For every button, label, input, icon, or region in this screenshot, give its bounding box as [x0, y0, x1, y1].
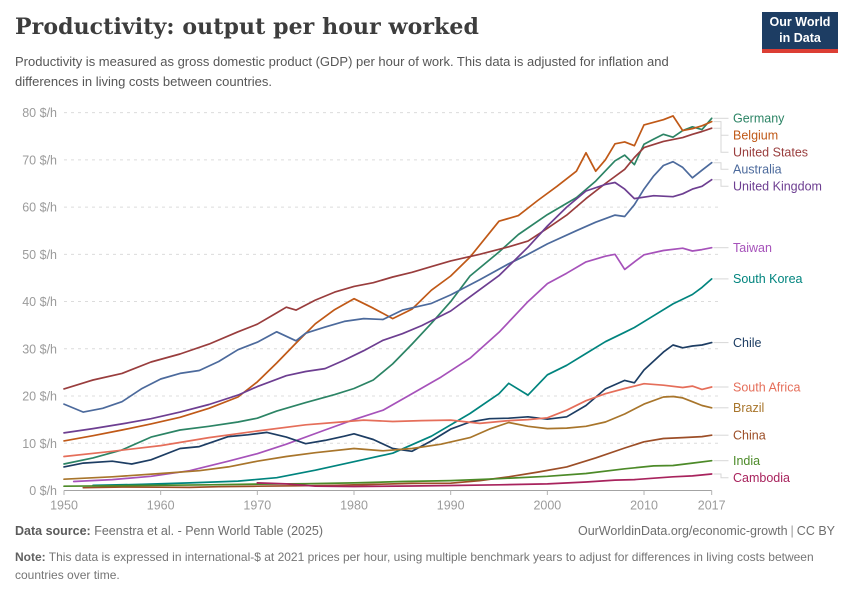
data-source: Data source: Feenstra et al. - Penn Worl…: [15, 524, 323, 538]
x-tick-label-1980: 1980: [340, 499, 368, 513]
series-line-india[interactable]: [63, 459, 713, 488]
legend-label-india[interactable]: India: [733, 454, 760, 468]
series-line-brazil[interactable]: [63, 395, 713, 481]
legend-connector-cambodia: [713, 473, 729, 479]
footnote: Note: This data is expressed in internat…: [15, 548, 837, 584]
footnote-label: Note:: [15, 550, 46, 564]
legend-connector-united-states: [713, 127, 729, 153]
data-source-label: Data source:: [15, 524, 91, 538]
series-line-australia[interactable]: [63, 160, 713, 413]
legend-label-chile[interactable]: Chile: [733, 336, 762, 350]
owid-link[interactable]: OurWorldinData.org/economic-growth: [577, 524, 788, 538]
license-label: CC BY: [796, 524, 835, 538]
footer-separator: |: [790, 524, 794, 538]
legend-connector-australia: [713, 162, 729, 170]
legend-label-cambodia[interactable]: Cambodia: [733, 471, 790, 485]
series-line-south-korea[interactable]: [92, 278, 713, 487]
legend-label-south-korea[interactable]: South Korea: [733, 272, 803, 286]
footnote-text: This data is expressed in international-…: [15, 550, 814, 582]
series-line-cambodia[interactable]: [256, 473, 713, 488]
productivity-line-chart: 0 $/h 10 $/h 20 $/h 30 $/h 40 $/h 50 $/h 60 $/…: [22, 106, 822, 513]
y-tick-label-40: 40 $/h: [22, 295, 57, 309]
legend-label-belgium[interactable]: Belgium: [733, 129, 778, 143]
series-line-china[interactable]: [82, 434, 713, 489]
series-line-germany[interactable]: [63, 117, 713, 465]
x-tick-label-2000: 2000: [533, 499, 561, 513]
series-line-south-africa[interactable]: [63, 382, 713, 458]
series-line-united-states[interactable]: [63, 127, 713, 390]
owid-logo[interactable]: Our World in Data: [762, 12, 838, 53]
y-tick-label-70: 70 $/h: [22, 153, 57, 167]
legend-connector-united-kingdom: [713, 179, 729, 187]
y-tick-label-30: 30 $/h: [22, 342, 57, 356]
legend-label-china[interactable]: China: [733, 429, 766, 443]
x-tick-label-1950: 1950: [50, 499, 78, 513]
footer-links: OurWorldinData.org/economic-growth | CC BY: [578, 524, 835, 538]
chart-subtitle: Productivity is measured as gross domest…: [15, 54, 669, 90]
page-title: Productivity: output per hour worked: [15, 14, 479, 40]
legend-label-south-africa[interactable]: South Africa: [733, 380, 800, 394]
legend-label-brazil[interactable]: Brazil: [733, 401, 764, 415]
y-tick-label-60: 60 $/h: [22, 201, 57, 215]
data-source-text: Feenstra et al. - Penn World Table (2025…: [90, 524, 324, 538]
series-line-taiwan[interactable]: [72, 246, 713, 483]
y-tick-label-0: 0 $/h: [29, 484, 57, 498]
footer: Data source: Feenstra et al. - Penn Worl…: [15, 524, 835, 538]
y-tick-label-10: 10 $/h: [22, 437, 57, 451]
y-tick-label-50: 50 $/h: [22, 248, 57, 262]
x-tick-label-1960: 1960: [147, 499, 175, 513]
x-tick-label-2017: 2017: [698, 499, 726, 513]
owid-logo-line2: in Data: [779, 30, 821, 45]
owid-logo-line1: Our World: [769, 15, 831, 29]
y-tick-label-80: 80 $/h: [22, 106, 57, 120]
legend-label-united-kingdom[interactable]: United Kingdom: [733, 180, 822, 194]
legend-label-taiwan[interactable]: Taiwan: [733, 241, 772, 255]
series-line-united-kingdom[interactable]: [63, 178, 713, 434]
x-tick-label-1970: 1970: [243, 499, 271, 513]
y-tick-label-20: 20 $/h: [22, 390, 57, 404]
x-tick-label-2010: 2010: [630, 499, 658, 513]
legend-label-germany[interactable]: Germany: [733, 112, 785, 126]
legend-label-australia[interactable]: Australia: [733, 163, 782, 177]
x-tick-label-1990: 1990: [437, 499, 465, 513]
series-line-chile[interactable]: [63, 341, 713, 468]
legend-label-united-states[interactable]: United States: [733, 146, 808, 160]
